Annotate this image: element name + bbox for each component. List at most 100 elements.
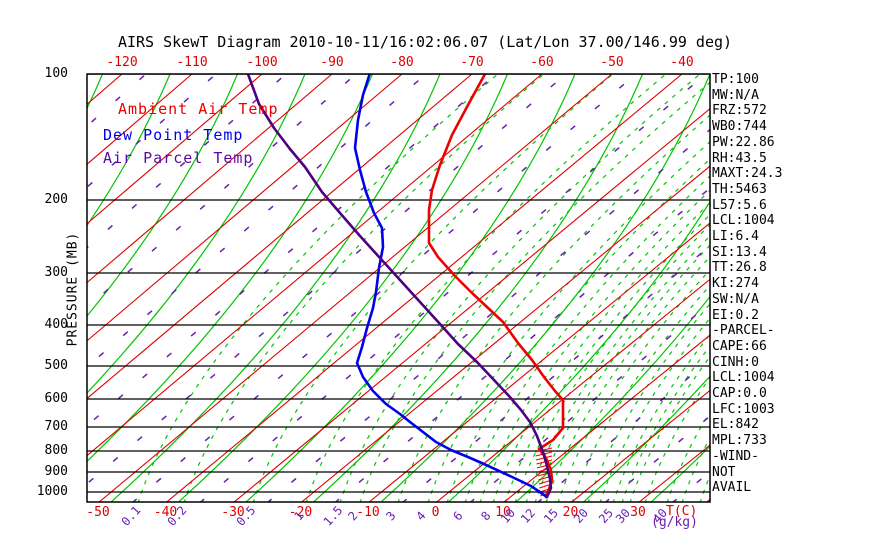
stat-line: FRZ:572 bbox=[712, 103, 767, 119]
stat-line: PW:22.86 bbox=[712, 134, 775, 150]
pressure-tick-label: 400 bbox=[44, 317, 68, 332]
pressure-tick-label: 900 bbox=[44, 464, 68, 479]
isotherm-line bbox=[368, 222, 710, 502]
cape-hatch-line bbox=[536, 459, 553, 465]
stat-line: CAPE:66 bbox=[712, 338, 767, 354]
stat-line: SI:13.4 bbox=[712, 244, 767, 260]
stat-line: LCL:1004 bbox=[712, 370, 775, 386]
dry-adiabat-line bbox=[469, 302, 710, 502]
moist-adiabat-line bbox=[380, 74, 710, 502]
dry-adiabat-line bbox=[537, 359, 710, 502]
dry-adiabat-line bbox=[402, 244, 710, 502]
mixing-ratio-line bbox=[514, 223, 710, 502]
stat-line: LI:6.4 bbox=[712, 229, 759, 245]
curve-dew-point-temp bbox=[353, 74, 549, 499]
pressure-tick-label: 600 bbox=[44, 391, 68, 406]
top-axis-temp-label: -80 bbox=[390, 55, 414, 70]
pressure-tick-label: 300 bbox=[44, 265, 68, 280]
stat-line: -WIND- bbox=[712, 448, 759, 464]
top-axis-temp-label: -100 bbox=[246, 55, 278, 70]
bottom-axis-temp-label: 30 bbox=[630, 505, 646, 520]
stat-line: TH:5463 bbox=[712, 181, 767, 197]
plot-area bbox=[0, 74, 870, 503]
isotherm-line bbox=[87, 74, 333, 284]
isotherm-line bbox=[773, 74, 870, 503]
moist-adiabat-line bbox=[447, 200, 710, 502]
stat-line: MPL:733 bbox=[712, 433, 767, 449]
bottom-axis-temp-label: -40 bbox=[153, 505, 178, 520]
pressure-tick-label: 500 bbox=[44, 358, 68, 373]
dry-adiabat-line bbox=[807, 74, 870, 503]
mixing-ratio-line bbox=[571, 284, 710, 502]
mixing-ratio-line bbox=[666, 410, 710, 502]
mixing-ratio-line bbox=[621, 345, 710, 502]
pressure-tick-label: 100 bbox=[44, 66, 68, 81]
mixing-ratio-line bbox=[446, 158, 710, 502]
isotherm-line bbox=[87, 74, 543, 457]
top-axis-temp-label: -50 bbox=[600, 55, 624, 70]
stat-line: LFC:1003 bbox=[712, 401, 775, 417]
isotherm-line bbox=[300, 165, 710, 502]
chart-title: AIRS SkewT Diagram 2010-10-11/16:02:06.0… bbox=[117, 33, 733, 51]
stat-line: RH:43.5 bbox=[712, 150, 767, 166]
mixing-ratio-unit-label: (g/kg) bbox=[651, 515, 698, 530]
mixing-ratio-line bbox=[397, 114, 710, 502]
dry-adiabat-line bbox=[87, 74, 497, 427]
isotherm-line bbox=[503, 334, 710, 502]
mixing-ratio-line bbox=[305, 74, 667, 502]
bottom-axis-temp-label: 0 bbox=[431, 505, 440, 520]
pressure-tick-label: 800 bbox=[44, 443, 68, 458]
mixing-ratio-line bbox=[557, 269, 710, 502]
stat-line: SW:N/A bbox=[712, 291, 759, 307]
bottom-axis-temp-label: 10 bbox=[495, 505, 511, 520]
isotherm-line bbox=[0, 74, 52, 503]
stat-line: NOT bbox=[712, 464, 736, 480]
stat-line: WB0:744 bbox=[712, 119, 767, 135]
stat-line: CINH:0 bbox=[712, 354, 759, 370]
pressure-tick-label: 1000 bbox=[36, 484, 68, 499]
stat-line: TT:26.8 bbox=[712, 260, 767, 276]
mixing-ratio-line bbox=[492, 201, 710, 502]
bottom-axis-temp-label: 20 bbox=[562, 505, 579, 520]
mixing-ratio-line bbox=[252, 74, 614, 502]
stat-line: MAXT:24.3 bbox=[712, 166, 783, 182]
moist-adiabat-line bbox=[110, 74, 441, 502]
moist-adiabat-line bbox=[245, 74, 576, 502]
mixing-ratio-line bbox=[183, 74, 545, 502]
mixing-ratio-line bbox=[644, 376, 710, 502]
temp-unit-label: T(C) bbox=[666, 504, 698, 519]
mixing-ratio-line bbox=[534, 244, 710, 502]
mixing-ratio-line bbox=[427, 141, 710, 502]
plot-frame bbox=[86, 73, 711, 503]
dry-adiabat-line bbox=[87, 74, 357, 309]
stat-line: EL:842 bbox=[712, 417, 759, 433]
mixing-ratio-line bbox=[629, 355, 710, 502]
isotherm-line bbox=[87, 74, 403, 342]
isotherm-line bbox=[87, 74, 193, 165]
stat-line: TP:100 bbox=[712, 72, 759, 87]
dry-adiabat-line bbox=[87, 74, 567, 485]
curve-air-parcel-temp bbox=[246, 74, 553, 499]
stat-line: -PARCEL- bbox=[712, 323, 775, 339]
stat-line: MW:N/A bbox=[712, 87, 759, 103]
stat-line: AVAIL bbox=[712, 480, 752, 496]
isotherm-line bbox=[87, 74, 263, 225]
top-axis-temp-label: -110 bbox=[176, 55, 208, 70]
legend-dew-point-temp: Dew Point Temp bbox=[103, 126, 244, 144]
dry-adiabat-line bbox=[87, 74, 427, 368]
dry-adiabat-line bbox=[267, 128, 710, 502]
moist-adiabat-line bbox=[515, 295, 710, 502]
moist-adiabat-line bbox=[177, 74, 509, 502]
top-axis-temp-label: -120 bbox=[106, 55, 138, 70]
isotherm-line bbox=[165, 74, 683, 502]
stat-line: LCL:1004 bbox=[712, 213, 775, 229]
pressure-tick-label: 700 bbox=[44, 419, 68, 434]
legend-ambient-air-temp: Ambient Air Temp bbox=[118, 100, 279, 118]
mixing-ratio-line bbox=[479, 189, 710, 502]
stat-line: CAP:0.0 bbox=[712, 386, 767, 402]
bottom-axis-temp-label: -50 bbox=[86, 505, 110, 520]
mixing-ratio-line bbox=[587, 303, 710, 502]
moist-adiabat-line bbox=[87, 74, 239, 317]
